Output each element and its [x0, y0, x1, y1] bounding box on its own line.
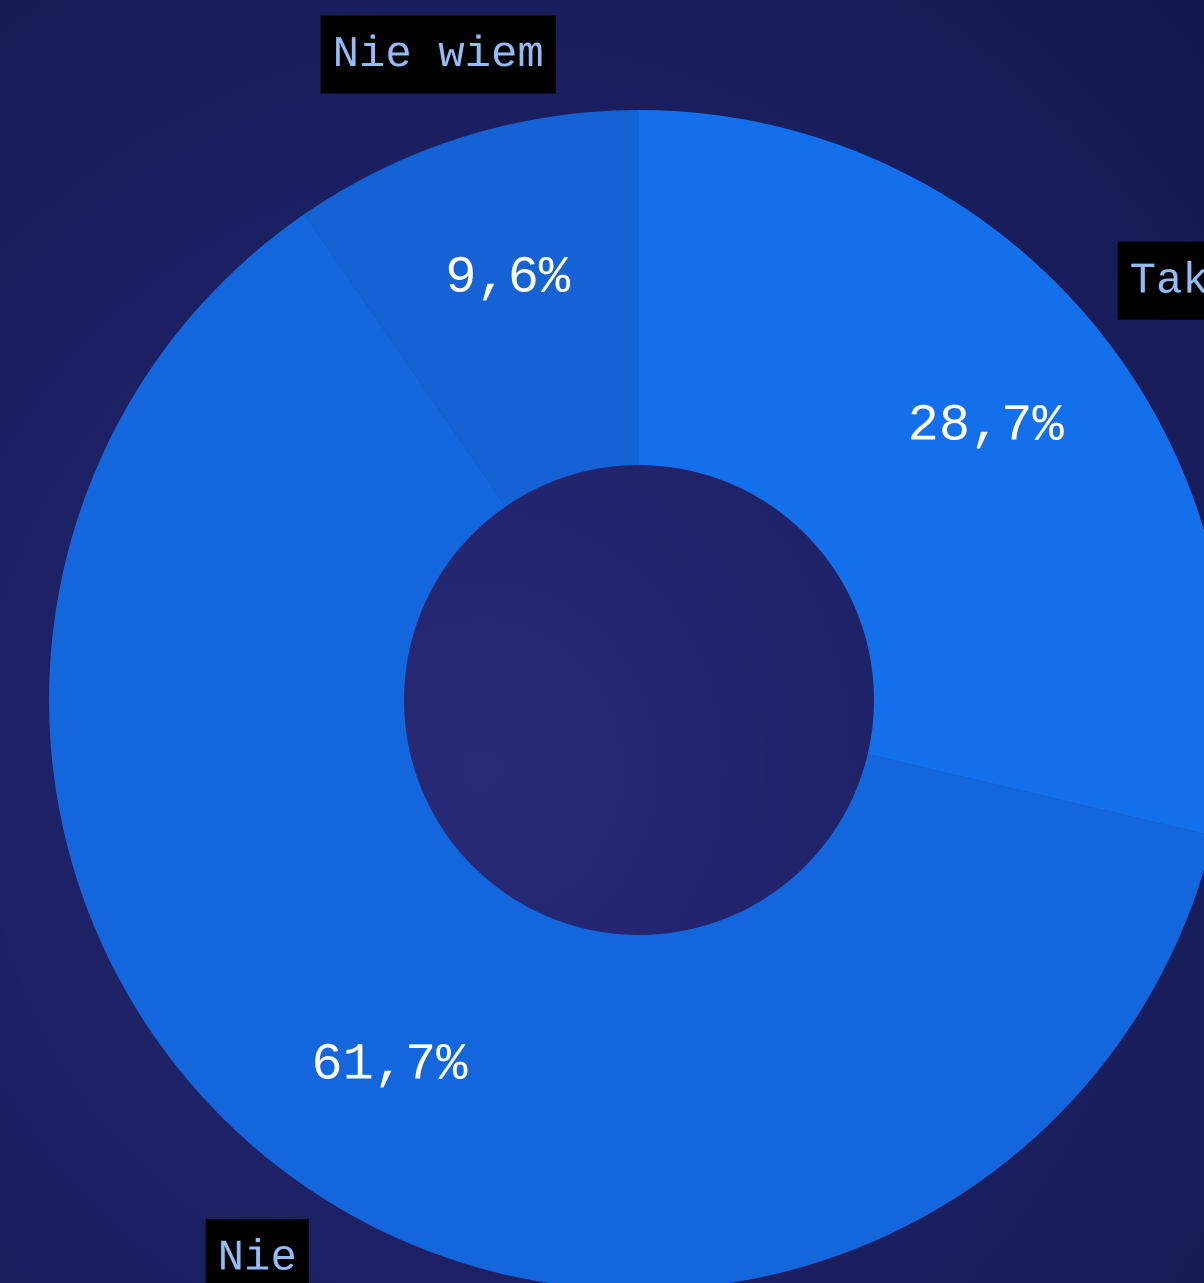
category-label-text: Tak: [1130, 256, 1204, 306]
category-label-text: Nie: [218, 1234, 297, 1283]
chart: 28,7% Tak 61,7% Nie 9,6% Nie wiem: [0, 0, 1204, 1283]
category-label: Nie: [206, 1219, 309, 1283]
value-label: 28,7%: [908, 397, 1065, 456]
value-label: 9,6%: [445, 249, 571, 308]
category-label: Nie wiem: [321, 16, 556, 94]
category-label: Tak: [1118, 242, 1204, 320]
page: {"chart_data": {"type": "donut", "catego…: [0, 0, 1204, 1283]
category-label-text: Nie wiem: [333, 30, 544, 80]
value-label: 61,7%: [311, 1036, 468, 1095]
donut-slice: [639, 110, 1204, 836]
